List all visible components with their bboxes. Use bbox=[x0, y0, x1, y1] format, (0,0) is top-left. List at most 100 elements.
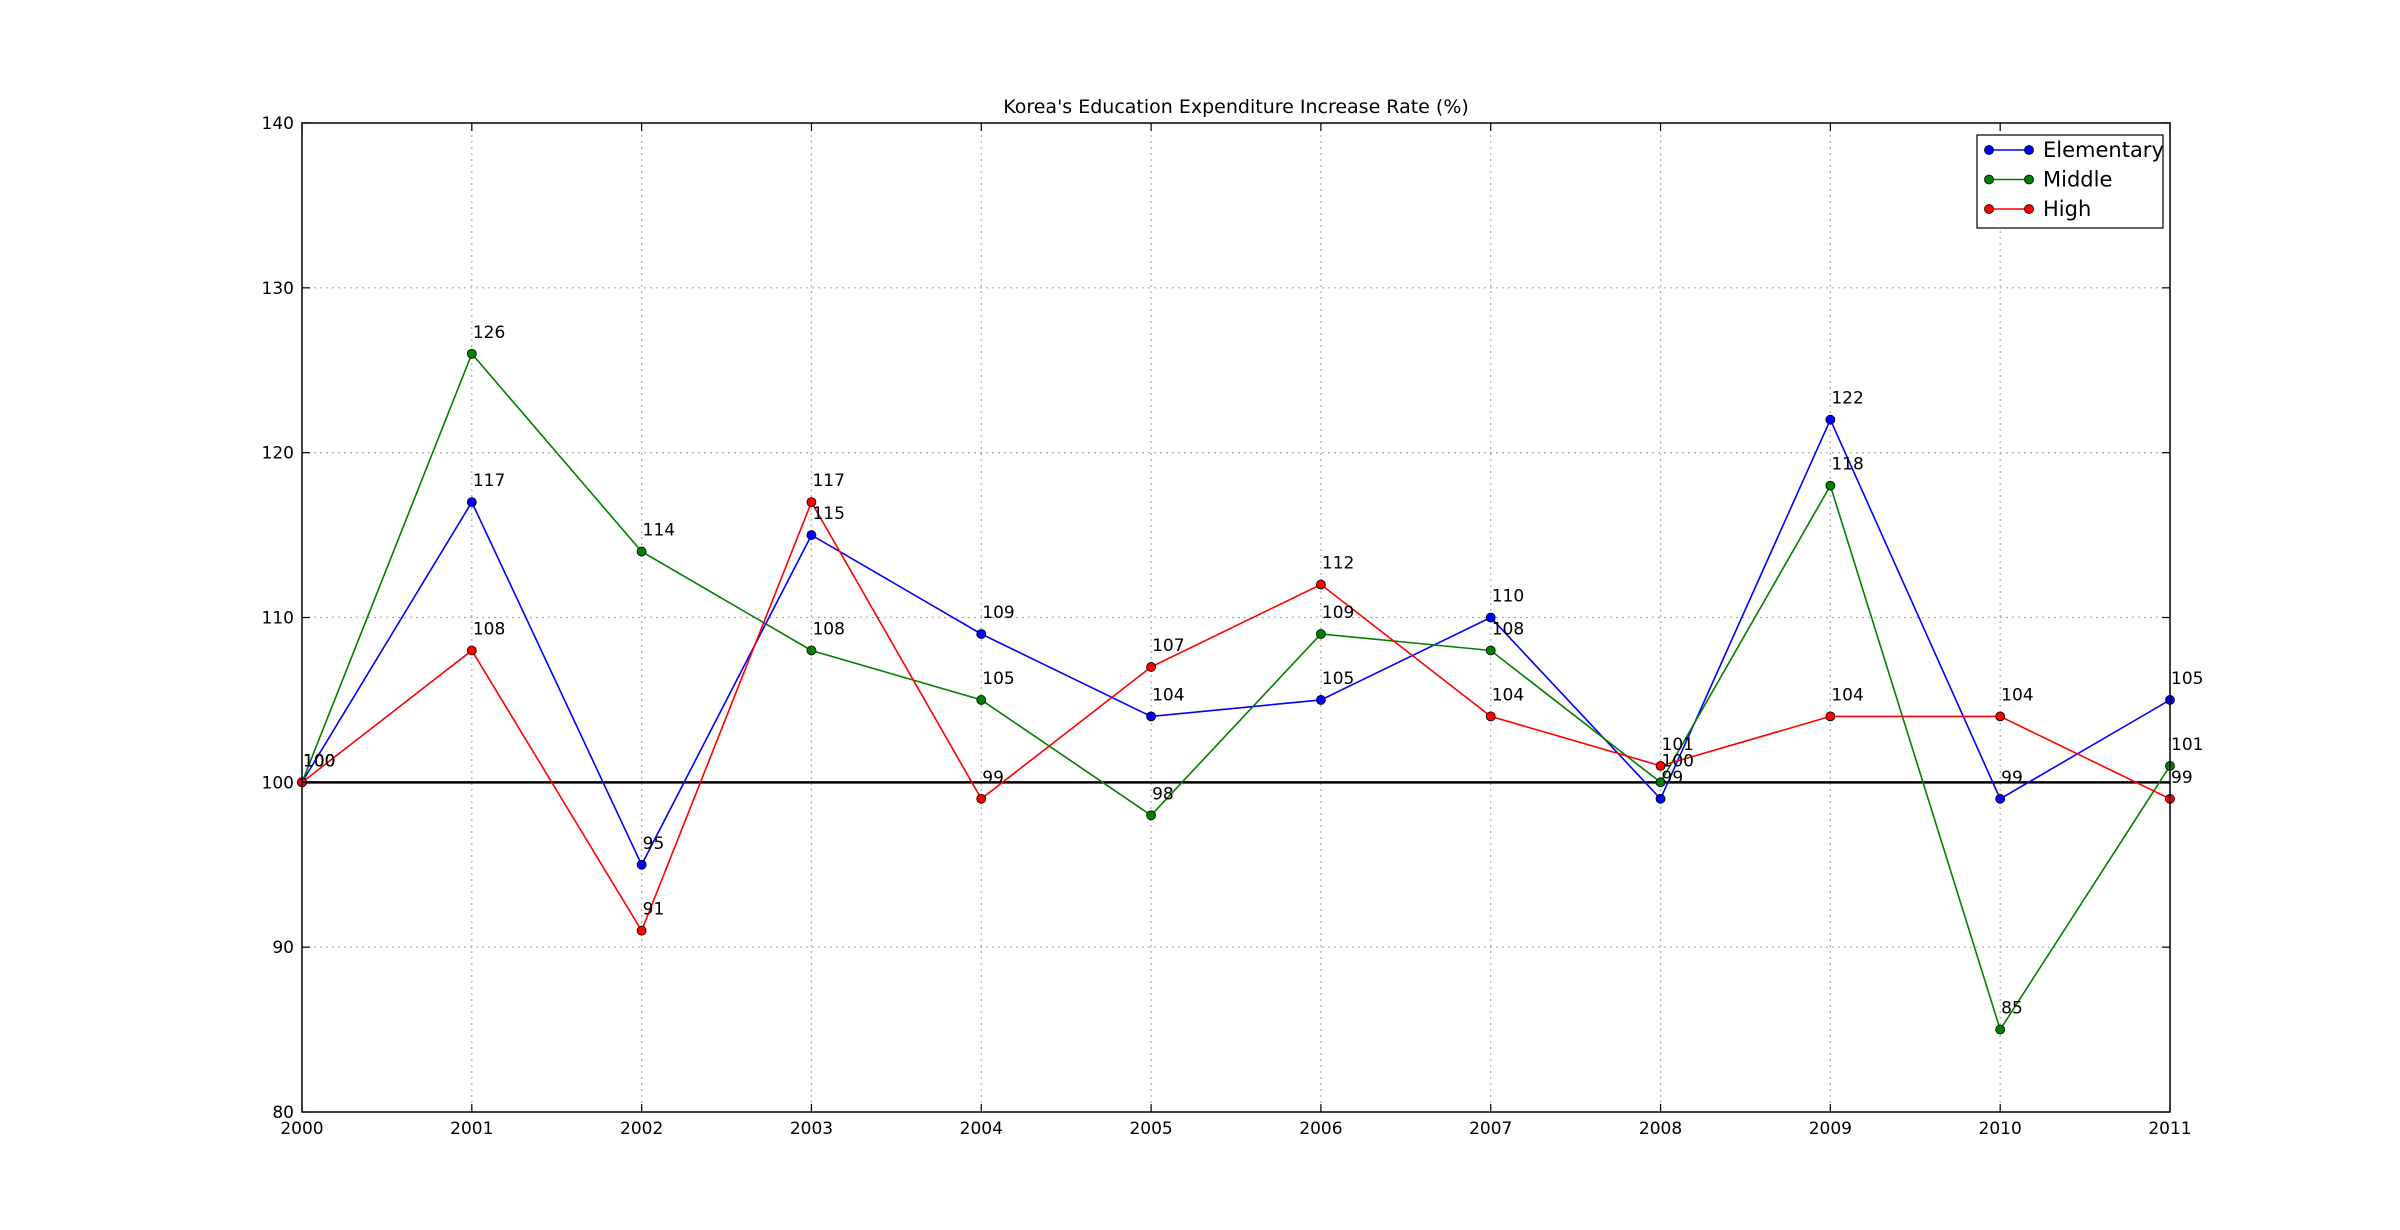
plot-frame bbox=[301, 122, 2171, 1113]
series-line-middle bbox=[301, 352, 2171, 1032]
data-label-elementary: 104 bbox=[1152, 685, 1184, 705]
data-label-elementary: 105 bbox=[1322, 669, 1354, 689]
data-label-middle: 100 bbox=[303, 751, 335, 771]
x-tick-label: 2010 bbox=[1979, 1119, 2022, 1139]
data-point-elementary bbox=[1995, 793, 2006, 804]
data-point-high bbox=[1995, 711, 2006, 722]
data-point-high bbox=[636, 925, 647, 936]
y-axis-ticks: 80 90 100 110 120 130 140 bbox=[262, 114, 2170, 1123]
legend-label: High bbox=[2043, 197, 2091, 221]
data-point-middle bbox=[976, 695, 987, 705]
x-tick-label: 2006 bbox=[1299, 1119, 1342, 1139]
data-label-elementary: 115 bbox=[812, 504, 844, 524]
data-label-high: 104 bbox=[1831, 685, 1863, 705]
x-tick-label: 2001 bbox=[450, 1119, 493, 1139]
y-tick-label: 120 bbox=[262, 444, 294, 464]
legend-marker bbox=[2024, 145, 2034, 155]
data-label-high: 91 bbox=[643, 900, 665, 920]
data-point-middle bbox=[1146, 810, 1156, 821]
data-label-high: 107 bbox=[1152, 636, 1184, 656]
data-point-elementary bbox=[976, 629, 987, 639]
chart-title: Korea's Education Expenditure Increase R… bbox=[1003, 96, 1469, 118]
data-label-high: 104 bbox=[1492, 685, 1524, 705]
data-point-middle bbox=[466, 348, 477, 359]
data-point-high bbox=[1146, 662, 1156, 672]
x-tick-label: 2007 bbox=[1469, 1119, 1512, 1139]
series-middle bbox=[297, 348, 2175, 1035]
data-label-elementary: 117 bbox=[473, 471, 505, 491]
legend-item-high: High bbox=[1984, 197, 2091, 221]
series-layer bbox=[297, 348, 2175, 1035]
data-label-middle: 101 bbox=[2171, 735, 2203, 755]
data-point-middle bbox=[1316, 629, 1326, 639]
data-point-middle bbox=[806, 645, 817, 656]
data-point-middle bbox=[1825, 480, 1836, 491]
series-line-high bbox=[301, 500, 2171, 933]
data-point-elementary bbox=[1316, 695, 1326, 705]
x-tick-label: 2003 bbox=[790, 1119, 833, 1139]
data-label-elementary: 99 bbox=[2001, 768, 2023, 788]
y-tick-label: 110 bbox=[262, 609, 294, 629]
data-label-high: 104 bbox=[2001, 685, 2033, 705]
data-point-elementary bbox=[1655, 793, 1666, 804]
legend-marker bbox=[1984, 174, 1994, 185]
y-tick-label: 100 bbox=[262, 773, 294, 793]
data-label-elementary: 105 bbox=[2171, 669, 2203, 689]
x-tick-label: 2000 bbox=[280, 1119, 323, 1139]
legend-label: Elementary bbox=[2043, 138, 2164, 162]
x-tick-label: 2002 bbox=[620, 1119, 663, 1139]
data-point-elementary bbox=[1825, 414, 1836, 425]
data-label-middle: 105 bbox=[982, 669, 1014, 689]
legend-label: Middle bbox=[2043, 168, 2112, 192]
data-label-high: 108 bbox=[473, 619, 505, 639]
data-labels: 100 117 95 115 109 104 105 110 99 122 99 105 100 126 1… bbox=[303, 323, 2203, 1019]
y-tick-label: 130 bbox=[262, 279, 294, 299]
data-label-high: 99 bbox=[2171, 768, 2193, 788]
data-point-middle bbox=[1485, 645, 1496, 656]
series-high bbox=[297, 497, 2175, 936]
legend-item-elementary: Elementary bbox=[1984, 138, 2164, 162]
y-tick-label: 80 bbox=[272, 1103, 294, 1123]
data-label-elementary: 110 bbox=[1492, 587, 1524, 607]
legend-marker bbox=[2024, 174, 2034, 185]
data-point-high bbox=[1485, 711, 1496, 722]
data-label-high: 112 bbox=[1322, 554, 1354, 574]
legend-marker bbox=[1984, 204, 1994, 214]
data-point-elementary bbox=[466, 497, 477, 508]
legend-marker bbox=[2024, 204, 2034, 214]
data-point-high bbox=[1655, 760, 1666, 771]
data-label-high: 99 bbox=[982, 768, 1004, 788]
data-label-elementary: 100 bbox=[303, 751, 335, 771]
data-label-middle: 85 bbox=[2001, 999, 2023, 1019]
data-label-middle: 98 bbox=[1152, 784, 1174, 804]
y-tick-label: 90 bbox=[272, 938, 294, 958]
data-point-elementary bbox=[1485, 612, 1496, 623]
x-tick-label: 2004 bbox=[960, 1119, 1003, 1139]
legend-item-middle: Middle bbox=[1984, 168, 2112, 192]
data-label-middle: 118 bbox=[1831, 455, 1863, 475]
data-point-middle bbox=[1995, 1024, 2006, 1035]
data-point-middle bbox=[636, 546, 647, 557]
x-tick-label: 2011 bbox=[2148, 1119, 2191, 1139]
data-label-middle: 126 bbox=[473, 323, 505, 343]
data-label-high: 117 bbox=[812, 471, 844, 491]
data-label-high: 100 bbox=[303, 751, 335, 771]
y-tick-label: 140 bbox=[262, 114, 294, 134]
series-elementary bbox=[297, 414, 2175, 870]
data-point-elementary bbox=[636, 859, 647, 870]
data-label-elementary: 109 bbox=[982, 603, 1014, 623]
data-label-high: 101 bbox=[1662, 735, 1694, 755]
series-line-elementary bbox=[301, 417, 2171, 867]
x-tick-label: 2008 bbox=[1639, 1119, 1682, 1139]
data-point-elementary bbox=[806, 530, 817, 540]
data-label-elementary: 95 bbox=[643, 834, 665, 854]
data-label-middle: 108 bbox=[1492, 619, 1524, 639]
data-point-high bbox=[806, 497, 817, 508]
data-point-high bbox=[976, 793, 987, 804]
legend: Elementary Middle High bbox=[1976, 134, 2164, 229]
data-label-elementary: 122 bbox=[1831, 389, 1863, 409]
legend-marker bbox=[1984, 145, 1994, 155]
data-point-high bbox=[1825, 711, 1836, 722]
data-label-elementary: 99 bbox=[1662, 768, 1684, 788]
